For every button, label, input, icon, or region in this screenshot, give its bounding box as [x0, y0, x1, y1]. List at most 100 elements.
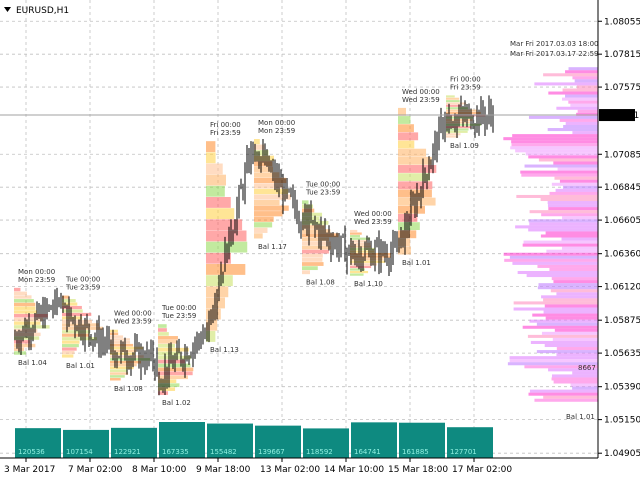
current-price-label: 1.07371 [602, 111, 639, 121]
volume-bar [303, 428, 349, 458]
session-end-label: Wed 23:59 [114, 318, 152, 326]
profile-row [110, 338, 130, 341]
overall-profile-row [541, 213, 598, 217]
session-end-label: Wed 23:59 [354, 218, 392, 226]
profile-row [302, 270, 311, 275]
profile-row [62, 350, 75, 355]
profile-row [254, 155, 275, 161]
profile-row [398, 107, 406, 116]
profile-row [14, 351, 27, 355]
profile-row [350, 240, 367, 243]
overall-profile-row [543, 73, 598, 77]
overall-profile-row [509, 359, 598, 363]
overall-profile-row [554, 176, 598, 180]
overall-profile-row [570, 103, 598, 107]
overall-profile-row [548, 368, 598, 372]
overall-profile-row [532, 313, 598, 317]
profile-row [14, 313, 48, 318]
overall-profile-row [562, 88, 598, 92]
profile-row [206, 219, 243, 231]
dropdown-triangle-icon[interactable] [4, 7, 11, 12]
profile-row [110, 341, 131, 344]
profile-row [350, 229, 358, 233]
overall-profile-row [570, 383, 598, 387]
profile-row [206, 252, 231, 264]
profile-row [158, 347, 189, 352]
overall-profile-row [549, 267, 598, 271]
volume-label: 164741 [354, 448, 381, 456]
volume-label: 155482 [210, 448, 237, 456]
overall-profile-row [509, 255, 598, 259]
profile-row [446, 104, 462, 107]
overall-profile-row [577, 109, 598, 113]
overall-profile-row [511, 140, 598, 144]
symbol-title: EURUSD,H1 [16, 6, 69, 16]
profile-row [254, 199, 280, 206]
profile-row [14, 340, 31, 344]
overall-profile-row [517, 270, 598, 275]
overall-profile-row [561, 246, 598, 250]
profile-row [62, 312, 92, 317]
y-tick-label: 1.05150 [604, 416, 640, 426]
profile-row [446, 116, 474, 119]
overall-profile-row [529, 389, 598, 393]
overall-profile-row [509, 356, 598, 360]
symbol-header[interactable]: EURUSD,H1 [4, 6, 69, 16]
summary-end-label: Mar Fri 2017.03.17 22:59 [510, 50, 598, 58]
profile-row [350, 250, 375, 253]
overall-profile-row [561, 237, 598, 241]
profile-row [350, 235, 361, 238]
profile-row [158, 363, 191, 368]
session-start-label: Wed 00:00 [402, 88, 440, 96]
overall-profile-row [559, 118, 598, 122]
overall-profile-row [563, 124, 598, 129]
axes [0, 0, 599, 459]
profile-row [14, 295, 32, 299]
profile-row [206, 331, 216, 342]
overall-profile-row [552, 337, 598, 341]
profile-row [14, 310, 37, 314]
profile-row [446, 126, 472, 129]
profile-row [254, 205, 289, 211]
profile-row [398, 140, 415, 149]
overall-profile-row [534, 82, 598, 86]
profile-row [158, 371, 193, 376]
overall-profile-row [576, 112, 598, 116]
volume-bar [111, 427, 157, 458]
volume-bar [159, 422, 205, 458]
candles [14, 95, 494, 396]
overall-profile-row [572, 131, 598, 135]
session-balance-label: Bal 1.17 [258, 243, 287, 251]
overall-profile-row [515, 225, 598, 229]
overall-profile-row [554, 328, 598, 332]
profile-row [206, 264, 246, 275]
overall-profile-row [527, 334, 598, 338]
overall-profile-row [529, 319, 598, 323]
overall-profile-row [556, 106, 598, 110]
x-axis-ticks: 3 Mar 2017 7 Mar 02:00 8 Mar 10:00 9 Mar 18… [4, 458, 512, 475]
profile-row [350, 270, 369, 274]
profile-row [110, 352, 136, 355]
profile-row [254, 194, 291, 200]
profile-row [302, 262, 324, 266]
profile-row [446, 97, 460, 100]
volume-bar [447, 427, 493, 458]
overall-profile-row [530, 340, 598, 344]
overall-profile-row [547, 204, 598, 208]
profile-row [254, 216, 274, 222]
profile-row [62, 344, 79, 348]
overall-profile-row [553, 161, 598, 165]
overall-profile-row [568, 67, 598, 71]
overall-profile-row [562, 216, 598, 220]
overall-profile-row [543, 395, 598, 399]
session-end-label: Fri 23:59 [450, 83, 481, 91]
x-tick-label: 13 Mar 02:00 [260, 465, 320, 475]
profile-row [254, 177, 287, 184]
y-tick-label: 1.07085 [604, 150, 640, 160]
session-balance-label: Bal 1.13 [210, 346, 239, 354]
profile-row [350, 258, 384, 261]
overall-profile-row [572, 386, 598, 390]
session-end-label: Tue 23:59 [65, 284, 100, 292]
